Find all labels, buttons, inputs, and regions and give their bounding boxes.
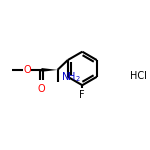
- Text: O: O: [38, 84, 45, 94]
- Polygon shape: [42, 68, 57, 72]
- Text: F: F: [80, 90, 85, 100]
- Text: O: O: [23, 65, 31, 75]
- Text: NH$_2$: NH$_2$: [61, 71, 81, 84]
- Text: HCl: HCl: [130, 71, 147, 81]
